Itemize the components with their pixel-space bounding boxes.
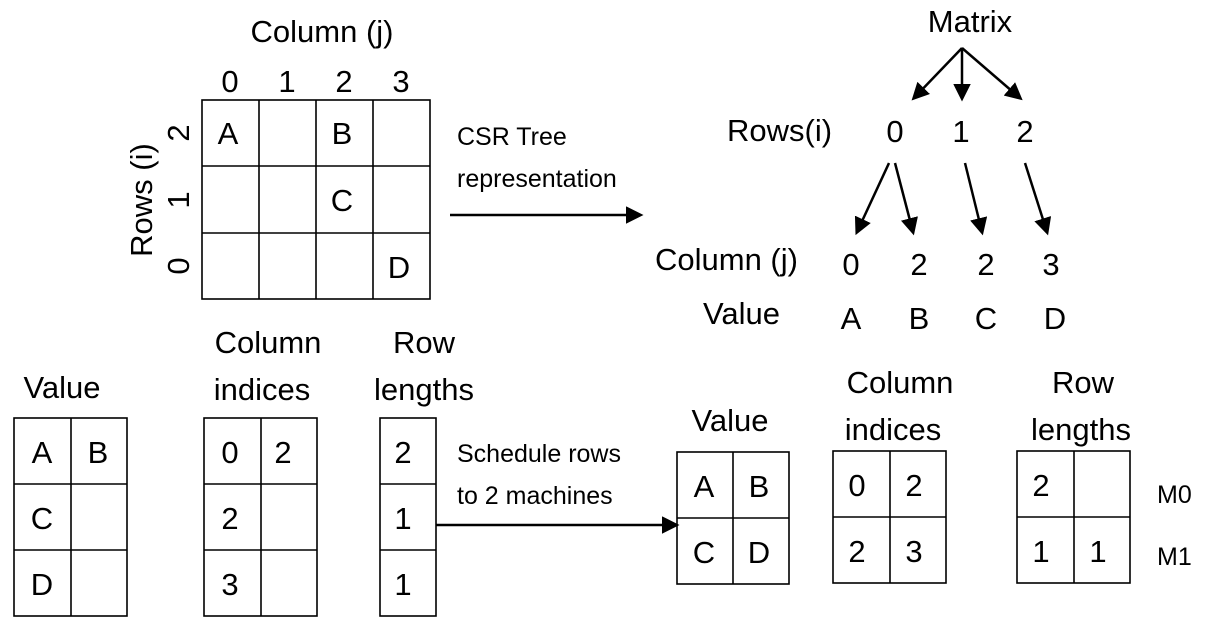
- scheduled-column-title-line1: Column: [847, 365, 954, 400]
- csr-tree: Matrix Rows(i) 0 1 2 Column (j) 0 2 2 3 …: [655, 4, 1066, 336]
- csr-value-array: Value A B C D: [13, 370, 128, 617]
- tree-row-2: 2: [1016, 114, 1033, 149]
- row-lengths-title-line2: lengths: [374, 372, 474, 407]
- matrix-cell-d: D: [388, 250, 410, 285]
- csr-column-indices-array: Column indices 0 2 2 3: [203, 325, 322, 617]
- tree-root-matrix: Matrix: [928, 4, 1013, 39]
- scheduled-value-title: Value: [692, 403, 769, 438]
- scheduled-value-cell: B: [749, 469, 770, 504]
- edge-root-row0: [911, 47, 963, 101]
- scheduled-value-cell: D: [748, 535, 770, 570]
- csr-arrow-label-line2: representation: [457, 165, 617, 193]
- edge-row0-col2: [893, 162, 918, 236]
- matrix-cell-b: B: [332, 116, 353, 151]
- scheduled-value-cell: A: [694, 469, 715, 504]
- column-axis-title: Column (j): [251, 14, 394, 49]
- row-tick-1: 1: [161, 191, 196, 208]
- matrix-cell-a: A: [218, 116, 239, 151]
- scheduled-row-lengths-cell: 1: [1032, 534, 1049, 569]
- scheduled-row-lengths-cell: 2: [1032, 468, 1049, 503]
- tree-column-3: 3: [1042, 247, 1059, 282]
- row-tick-2: 2: [161, 124, 196, 141]
- scheduled-column-title-line2: indices: [845, 412, 942, 447]
- matrix-grid: [201, 99, 431, 300]
- tree-row-1: 1: [952, 114, 969, 149]
- row-lengths-cell: 1: [394, 567, 411, 602]
- tree-column-2: 2: [977, 247, 994, 282]
- edge-row2-col3: [1023, 162, 1052, 236]
- scheduled-column-cell: 2: [848, 534, 865, 569]
- value-array-cell: B: [88, 435, 109, 470]
- tree-row-0: 0: [886, 114, 903, 149]
- edge-root-row2: [961, 47, 1023, 101]
- scheduled-value-array: Value A B C D: [676, 403, 790, 585]
- machine-label-m0: M0: [1157, 481, 1192, 509]
- edge-row0-col0: [854, 162, 891, 236]
- column-indices-title-line2: indices: [214, 372, 311, 407]
- scheduled-column-indices-array: Column indices 0 2 2 3: [832, 365, 954, 584]
- csr-tree-arrow: CSR Tree representation: [450, 123, 644, 224]
- scheduled-column-cell: 0: [848, 468, 865, 503]
- column-indices-cell: 2: [274, 435, 291, 470]
- row-lengths-title-line1: Row: [393, 325, 456, 360]
- scheduled-column-cell: 3: [905, 534, 922, 569]
- tree-value-a: A: [841, 301, 862, 336]
- schedule-arrow-label-line1: Schedule rows: [457, 440, 621, 468]
- scheduled-row-lengths-title-line2: lengths: [1031, 412, 1131, 447]
- column-tick-1: 1: [278, 64, 295, 99]
- scheduled-column-cell: 2: [905, 468, 922, 503]
- tree-value-c: C: [975, 301, 997, 336]
- tree-rows-label: Rows(i): [727, 113, 832, 148]
- tree-column-0: 0: [842, 247, 859, 282]
- tree-value-label: Value: [703, 296, 780, 331]
- value-array-cell: D: [31, 567, 53, 602]
- value-array-cell: C: [31, 501, 53, 536]
- scheduled-row-lengths-cell: 1: [1089, 534, 1106, 569]
- tree-column-label: Column (j): [655, 242, 798, 277]
- rows-axis-title: Rows (i): [124, 143, 159, 257]
- scheduled-value-cell: C: [693, 535, 715, 570]
- tree-column-1: 2: [910, 247, 927, 282]
- tree-value-b: B: [909, 301, 930, 336]
- column-indices-title-line1: Column: [215, 325, 322, 360]
- value-array-title: Value: [24, 370, 101, 405]
- row-tick-0: 0: [161, 257, 196, 274]
- matrix-cell-c: C: [331, 183, 353, 218]
- tree-value-d: D: [1044, 301, 1066, 336]
- value-array-cell: A: [32, 435, 53, 470]
- column-tick-2: 2: [335, 64, 352, 99]
- machine-label-m1: M1: [1157, 543, 1192, 571]
- scheduled-row-lengths-array: Row lengths 2 1 1 M0 M1: [1016, 365, 1192, 584]
- row-lengths-cell: 2: [394, 435, 411, 470]
- column-tick-0: 0: [221, 64, 238, 99]
- csr-row-lengths-array: Row lengths 2 1 1: [374, 325, 474, 617]
- column-indices-cell: 0: [221, 435, 238, 470]
- column-indices-cell: 3: [221, 567, 238, 602]
- schedule-arrow: Schedule rows to 2 machines: [436, 440, 680, 534]
- row-lengths-cell: 1: [394, 501, 411, 536]
- dense-matrix: Column (j) 0 1 2 3 Rows (i) 2 1 0 A B C …: [124, 14, 431, 300]
- scheduled-row-lengths-title-line1: Row: [1052, 365, 1115, 400]
- column-indices-cell: 2: [221, 501, 238, 536]
- column-tick-3: 3: [392, 64, 409, 99]
- edge-row1-col2: [963, 162, 988, 236]
- csr-arrow-label-line1: CSR Tree: [457, 123, 567, 151]
- schedule-arrow-label-line2: to 2 machines: [457, 482, 613, 510]
